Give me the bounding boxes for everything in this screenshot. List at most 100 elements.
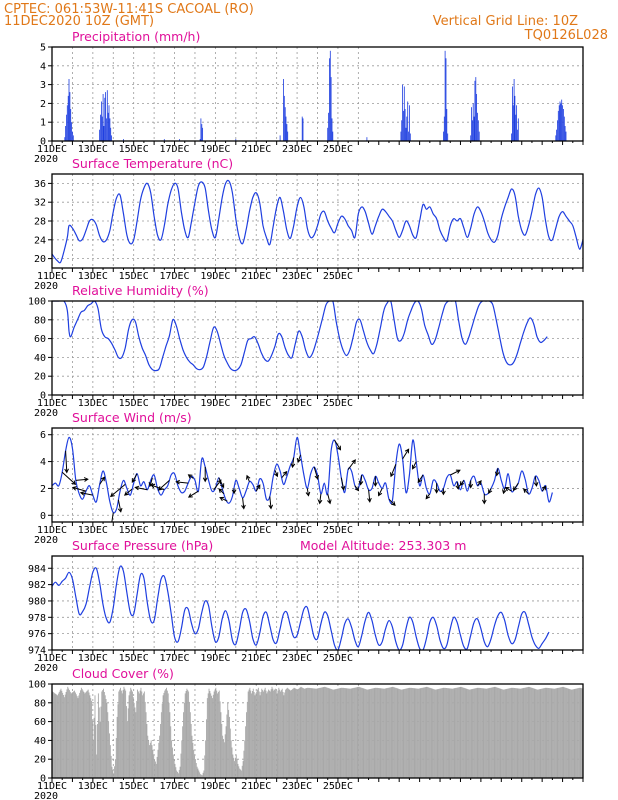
cloud-bar bbox=[387, 687, 389, 778]
precip-bar bbox=[105, 92, 107, 141]
cloud-bar bbox=[567, 688, 569, 778]
cloud-bar bbox=[412, 688, 414, 778]
y-tick-label: 80 bbox=[34, 698, 46, 709]
precip-bar bbox=[108, 105, 110, 141]
cloud-bar bbox=[103, 692, 105, 778]
wind-arrow bbox=[268, 496, 274, 510]
cloud-bar bbox=[155, 763, 157, 778]
cloud-bar bbox=[270, 689, 272, 778]
x-tick-label: 11DEC bbox=[37, 398, 67, 409]
y-tick-label: 974 bbox=[28, 646, 46, 657]
cloud-bar bbox=[455, 687, 457, 778]
cloud-bar bbox=[278, 687, 280, 778]
cloud-bar bbox=[574, 688, 576, 778]
cloud-bar bbox=[131, 689, 133, 778]
cloud-bar bbox=[139, 690, 141, 778]
cloud-bar bbox=[190, 724, 192, 778]
cloud-bar bbox=[551, 688, 553, 778]
cloud-bar bbox=[404, 688, 406, 778]
cloud-bar bbox=[558, 687, 560, 778]
cloud-bar bbox=[332, 689, 334, 778]
cloud-bar bbox=[218, 690, 220, 778]
cloud-bar bbox=[383, 688, 384, 778]
x-tick-label: 17DEC bbox=[159, 144, 189, 155]
cloud-bar bbox=[208, 688, 210, 778]
cloud-bar bbox=[482, 688, 484, 778]
wind-arrow bbox=[111, 512, 114, 522]
cloud-bar bbox=[117, 704, 119, 778]
precip-bar bbox=[511, 133, 512, 141]
x-tick-label: 25DEC bbox=[323, 271, 353, 282]
cloud-bar bbox=[231, 747, 233, 778]
wind-arrow bbox=[175, 479, 189, 485]
cloud-bar bbox=[283, 695, 285, 778]
cloud-bar bbox=[317, 688, 319, 778]
cloud-bar bbox=[176, 770, 178, 778]
cloud-bar bbox=[286, 688, 287, 778]
cloud-bar bbox=[457, 687, 459, 778]
cloud-bar bbox=[247, 691, 249, 778]
cloud-bar bbox=[515, 688, 517, 778]
cloud-bar bbox=[346, 688, 348, 778]
cloud-bar bbox=[195, 763, 197, 778]
cloud-bar bbox=[226, 714, 228, 778]
y-tick-label: 60 bbox=[34, 717, 46, 728]
cloud-bar bbox=[489, 687, 491, 778]
cloud-bar bbox=[217, 692, 219, 778]
y-tick-label: 24 bbox=[34, 235, 46, 246]
cloud-bar bbox=[265, 690, 267, 778]
cloud-bar bbox=[432, 688, 434, 778]
cloud-bar bbox=[59, 690, 61, 778]
cloud-bar bbox=[210, 693, 212, 778]
cloud-bar bbox=[403, 689, 405, 778]
wind-arrow bbox=[317, 493, 323, 505]
cloud-bar bbox=[325, 687, 327, 778]
cloud-bar bbox=[232, 754, 234, 778]
cloud-bar bbox=[74, 690, 76, 778]
cloud-bar bbox=[147, 735, 149, 778]
cloud-bar bbox=[434, 689, 436, 778]
cloud-bar bbox=[248, 689, 250, 778]
cloud-bar bbox=[237, 763, 239, 778]
precip-bar bbox=[446, 109, 448, 141]
cloud-bar bbox=[345, 688, 347, 778]
cloud-bar bbox=[462, 687, 464, 778]
cloud-bar bbox=[170, 726, 172, 778]
cloud-bar bbox=[215, 687, 217, 778]
cloud-bar bbox=[577, 688, 578, 778]
x-tick-label: 17DEC bbox=[159, 525, 189, 536]
cloud-bar bbox=[397, 688, 399, 778]
precip-bar bbox=[66, 105, 68, 141]
cloud-bar bbox=[391, 687, 393, 778]
y-tick-label: 32 bbox=[34, 198, 46, 209]
cloud-bar bbox=[556, 688, 558, 778]
cloud-bar bbox=[324, 686, 326, 778]
cloud-bar bbox=[87, 689, 89, 778]
cloud-bar bbox=[211, 698, 213, 778]
precip-bar bbox=[68, 79, 70, 141]
cloud-bar bbox=[514, 688, 516, 778]
cloud-bar bbox=[408, 687, 410, 778]
wind-arrow bbox=[504, 486, 512, 492]
cloud-bar bbox=[370, 688, 372, 778]
cloud-bar bbox=[500, 688, 502, 778]
wind-arrow bbox=[388, 498, 396, 506]
cloud-bar bbox=[214, 689, 216, 778]
x-tick-label: 23DEC bbox=[282, 653, 312, 664]
cloud-bar bbox=[511, 687, 513, 778]
cloud-bar bbox=[405, 688, 407, 778]
cloud-bar bbox=[120, 690, 122, 778]
precip-bar bbox=[565, 131, 567, 141]
cloud-bar bbox=[93, 717, 95, 778]
x-tick-label: 15DEC bbox=[119, 653, 149, 664]
cloud-bar bbox=[516, 688, 518, 778]
cloud-bar bbox=[360, 687, 362, 778]
cloud-bar bbox=[116, 716, 118, 778]
x-tick-label: 25DEC bbox=[323, 525, 353, 536]
wind-arrow bbox=[99, 476, 106, 485]
cloud-bar bbox=[239, 768, 241, 778]
cloud-bar bbox=[191, 735, 193, 778]
cloud-bar bbox=[238, 766, 240, 779]
cloud-bar bbox=[299, 687, 301, 778]
cloud-bar bbox=[539, 689, 541, 778]
